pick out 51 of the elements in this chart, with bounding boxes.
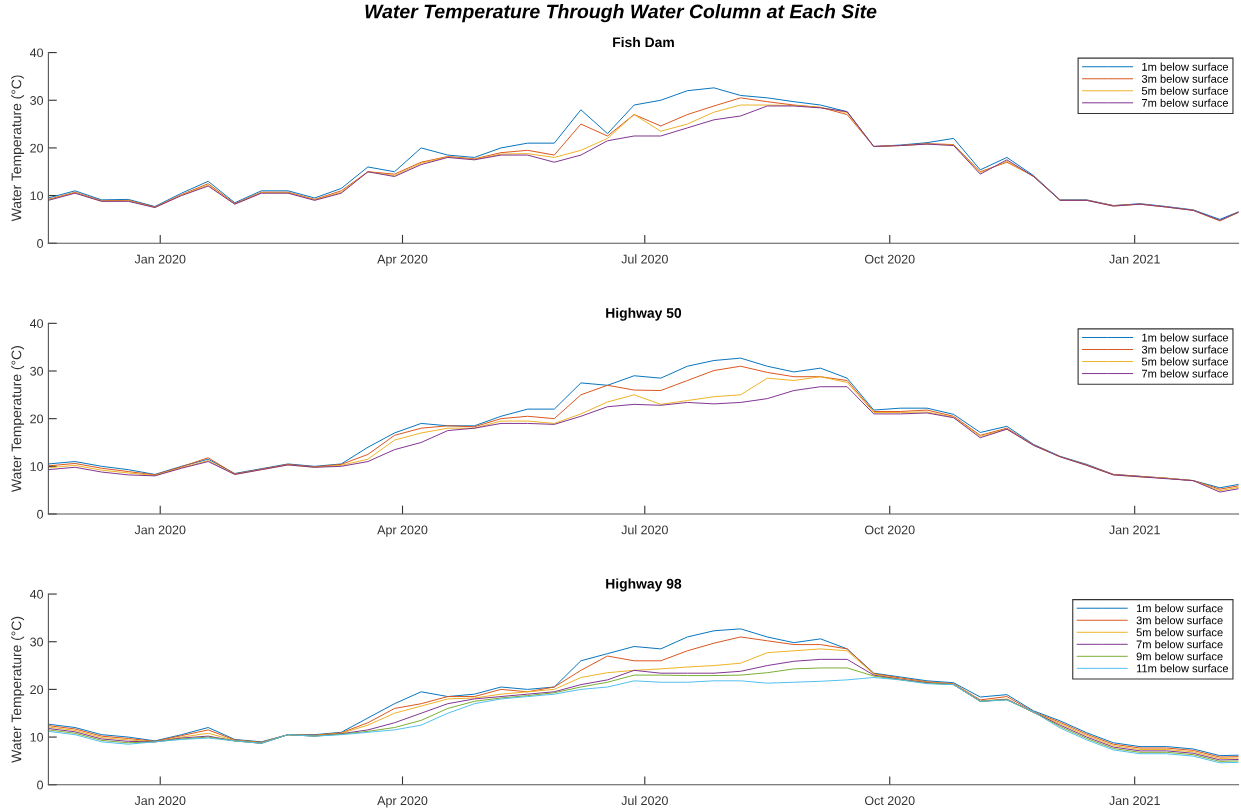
x-tick-label: Oct 2020 [864, 254, 915, 264]
y-tick-label: 10 [30, 191, 44, 201]
x-tick-label: Jan 2021 [1109, 525, 1160, 535]
legend-label: 3m below surface [1136, 616, 1223, 625]
y-tick-label: 30 [30, 96, 44, 105]
chart-subtitle: Fish Dam [613, 36, 674, 48]
y-tick-label: 10 [30, 732, 44, 742]
x-tick-label: Jan 2020 [134, 254, 186, 264]
y-tick-label: 20 [30, 414, 44, 424]
y-axis-title: Water Temperature (°C) [11, 616, 25, 763]
x-tick-label: Jan 2021 [1109, 796, 1160, 806]
legend-label: 1m below surface [1136, 604, 1223, 613]
x-tick-label: Jan 2020 [134, 796, 186, 806]
x-tick-label: Apr 2020 [377, 254, 428, 267]
legend-label: 7m below surface [1142, 98, 1229, 107]
legend-label: 5m below surface [1136, 628, 1223, 637]
x-tick-label: Apr 2020 [377, 796, 428, 808]
y-tick-label: 0 [37, 509, 44, 519]
y-tick-label: 20 [30, 143, 44, 153]
legend-label: 5m below surface [1141, 86, 1229, 95]
y-tick-label: 40 [29, 319, 44, 328]
y-axis-title: Water Temperature (°C) [11, 75, 25, 222]
legend-label: 1m below surface [1142, 333, 1229, 342]
legend-label: 7m below surface [1136, 640, 1223, 649]
x-tick-label: Jan 2021 [1109, 254, 1160, 264]
y-axis-title: Water Temperature (°C) [11, 346, 25, 492]
y-tick-label: 30 [30, 637, 44, 647]
legend-label: 5m below surface [1141, 357, 1229, 366]
y-tick-label: 10 [30, 462, 44, 471]
x-tick-label: Jul 2020 [621, 525, 668, 535]
y-tick-label: 20 [30, 685, 44, 695]
legend-label: 9m below surface [1136, 652, 1223, 661]
x-tick-label: Oct 2020 [864, 796, 915, 806]
y-tick-label: 40 [29, 48, 44, 58]
y-tick-label: 30 [30, 366, 44, 376]
legend-label: 1m below surface [1142, 62, 1229, 71]
y-tick-label: 40 [29, 589, 44, 599]
legend-label: 11m below surface [1136, 664, 1229, 673]
legend-label: 3m below surface [1141, 345, 1229, 354]
chart-title: Water Temperature Through Water Column at Each Site [365, 4, 877, 23]
chart-title: Highway 98 [606, 578, 682, 592]
x-tick-label: Oct 2020 [864, 525, 915, 535]
legend-label: 3m below surface [1141, 74, 1229, 83]
y-tick-label: 0 [37, 780, 44, 790]
legend-label: 7m below surface [1142, 369, 1229, 378]
chart-title: Highway 50 [606, 307, 682, 321]
x-tick-label: Jul 2020 [621, 254, 668, 264]
x-tick-label: Jan 2020 [134, 525, 186, 535]
x-tick-label: Jul 2020 [621, 795, 668, 806]
x-tick-label: Apr 2020 [377, 525, 428, 537]
y-tick-label: 0 [37, 239, 44, 248]
